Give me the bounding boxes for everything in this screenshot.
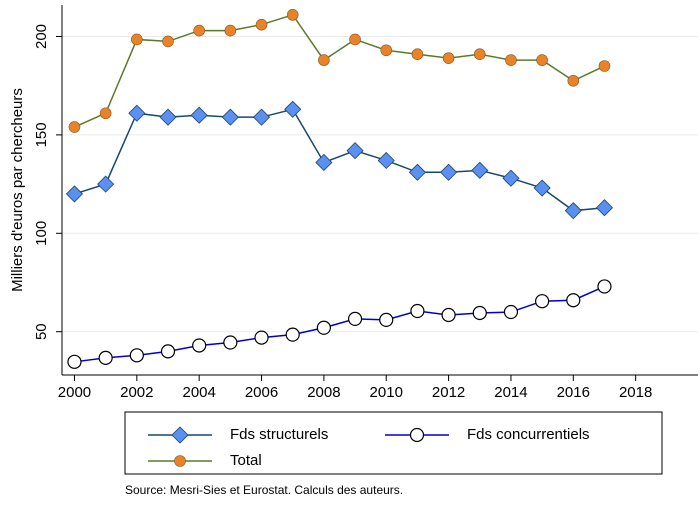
data-point <box>471 161 489 179</box>
data-point <box>65 185 84 203</box>
data-point <box>286 9 299 21</box>
x-tick-label: 2016 <box>557 384 590 401</box>
data-point <box>254 330 269 345</box>
data-point <box>564 202 582 220</box>
data-point <box>533 179 551 197</box>
data-point <box>595 199 614 217</box>
x-tick-label: 2004 <box>182 384 215 401</box>
data-point <box>131 33 143 46</box>
legend <box>124 411 663 475</box>
legend-marker <box>174 455 186 467</box>
data-point <box>472 305 487 321</box>
data-point <box>128 104 146 122</box>
data-point <box>190 106 208 124</box>
data-point <box>503 304 519 320</box>
data-point <box>315 153 333 172</box>
data-point <box>380 44 393 57</box>
data-point <box>129 348 144 363</box>
data-point <box>159 108 177 126</box>
legend-marker <box>409 427 425 443</box>
data-point <box>597 279 612 294</box>
data-point <box>316 320 331 335</box>
x-tick-label: 2010 <box>370 384 403 401</box>
y-tick-label: 100 <box>33 221 50 246</box>
data-point <box>97 175 115 193</box>
x-tick-label: 2012 <box>432 384 465 401</box>
legend-label: Fds concurrentiels <box>467 426 590 443</box>
data-point <box>224 24 237 37</box>
data-point <box>346 142 364 160</box>
x-tick-label: 2008 <box>307 384 340 401</box>
data-point <box>221 108 239 126</box>
data-point <box>566 293 581 308</box>
source-note: Source: Mesri-Sies et Eurostat. Calculs … <box>125 483 403 497</box>
y-axis-label: Milliers d'euros par chercheurs <box>9 88 26 292</box>
data-point <box>441 307 456 323</box>
legend-marker <box>171 426 189 444</box>
data-point <box>442 52 455 64</box>
legend-label: Total <box>230 452 262 469</box>
data-point <box>502 169 520 187</box>
data-point <box>67 354 82 369</box>
data-point <box>284 100 302 118</box>
x-tick-label: 2006 <box>245 384 278 401</box>
data-point <box>567 74 580 87</box>
y-tick-label: 200 <box>33 24 50 49</box>
data-point <box>535 294 550 309</box>
y-tick-label: 150 <box>33 122 50 147</box>
data-point <box>410 303 425 319</box>
data-point <box>193 24 205 37</box>
y-tick-label: 50 <box>33 323 50 340</box>
legend-label: Fds structurels <box>230 426 328 443</box>
data-point <box>347 311 363 327</box>
data-point <box>536 54 548 66</box>
data-point <box>411 48 424 61</box>
data-point <box>349 33 361 46</box>
data-point <box>379 312 394 327</box>
data-point <box>318 54 330 66</box>
data-point <box>255 18 268 31</box>
data-point <box>285 327 300 342</box>
data-point <box>192 338 207 353</box>
x-tick-label: 2014 <box>494 384 527 401</box>
data-point <box>99 107 112 120</box>
data-point <box>598 60 611 72</box>
data-point <box>98 350 113 365</box>
data-point <box>377 151 395 170</box>
data-point <box>440 163 458 181</box>
x-tick-label: 2002 <box>120 384 153 401</box>
data-point <box>68 121 81 133</box>
data-point <box>162 35 174 48</box>
data-point <box>252 108 271 126</box>
x-tick-label: 2018 <box>619 384 652 401</box>
data-point <box>160 344 176 359</box>
data-point <box>408 163 426 181</box>
data-point <box>505 54 517 66</box>
x-tick-label: 2000 <box>58 384 91 401</box>
data-point <box>223 335 238 350</box>
data-point <box>473 48 486 61</box>
